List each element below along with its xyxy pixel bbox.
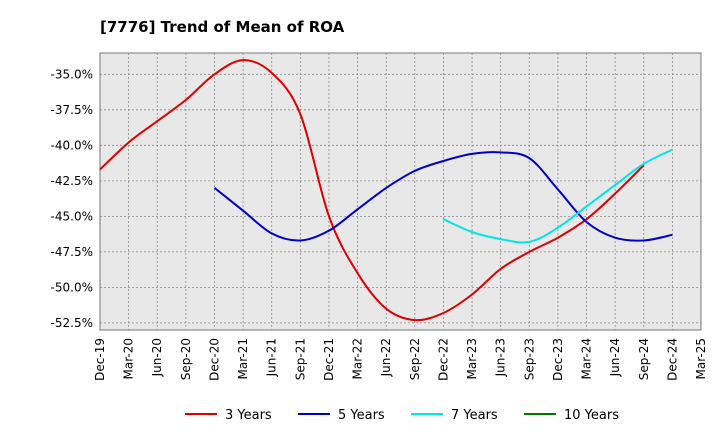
y-tick-label: -50.0% <box>51 280 93 294</box>
x-tick-label: Dec-24 <box>665 338 679 381</box>
y-axis: -35.0% -37.5% -40.0% -42.5% -45.0% -47.5% -50.… <box>51 67 93 330</box>
x-tick-label: Mar-20 <box>122 338 136 379</box>
series-line-5-years <box>213 151 673 242</box>
x-tick-label: Mar-25 <box>694 338 708 379</box>
x-tick-label: Jun-23 <box>494 338 508 377</box>
x-tick-label: Sep-24 <box>637 338 651 380</box>
grid <box>100 53 701 330</box>
chart-title: [7776] Trend of Mean of ROA <box>100 18 345 36</box>
x-tick-label: Dec-22 <box>436 338 450 381</box>
x-tick-label: Jun-20 <box>150 338 164 377</box>
x-axis: Dec-19 Mar-20 Jun-20 Sep-20 Dec-20 Mar-21 Jun-… <box>93 338 708 381</box>
y-tick-label: -35.0% <box>51 67 93 81</box>
x-tick-label: Jun-21 <box>265 338 279 377</box>
y-tick-label: -40.0% <box>51 138 93 152</box>
plot-area <box>99 52 702 331</box>
y-tick-label: -45.0% <box>51 209 93 223</box>
x-tick-label: Sep-20 <box>179 338 193 380</box>
x-tick-label: Sep-23 <box>522 338 536 380</box>
x-tick-label: Sep-22 <box>408 338 422 380</box>
x-tick-label: Dec-23 <box>551 338 565 381</box>
legend-label: 10 Years <box>564 408 619 423</box>
y-tick-label: -42.5% <box>51 174 93 188</box>
series-line-7-years <box>442 148 673 244</box>
x-tick-label: Dec-20 <box>207 338 221 381</box>
x-tick-label: Sep-21 <box>293 338 307 380</box>
x-tick-label: Jun-22 <box>379 338 393 377</box>
legend-label: 5 Years <box>338 408 385 423</box>
x-tick-label: Dec-19 <box>93 338 107 381</box>
x-tick-label: Jun-24 <box>608 338 622 377</box>
legend: 3 Years 5 Years 7 Years 10 Years <box>185 408 619 423</box>
y-tick-label: -52.5% <box>51 316 93 330</box>
series-line-3-years <box>99 59 645 322</box>
x-tick-label: Mar-24 <box>580 338 594 379</box>
x-tick-label: Mar-21 <box>236 338 250 379</box>
series-layer <box>99 59 673 322</box>
y-tick-label: -47.5% <box>51 245 93 259</box>
legend-label: 3 Years <box>225 408 272 423</box>
x-tick-label: Dec-21 <box>322 338 336 381</box>
legend-label: 7 Years <box>451 408 498 423</box>
x-tick-label: Mar-23 <box>465 338 479 379</box>
x-tick-label: Mar-22 <box>351 338 365 379</box>
y-tick-label: -37.5% <box>51 103 93 117</box>
